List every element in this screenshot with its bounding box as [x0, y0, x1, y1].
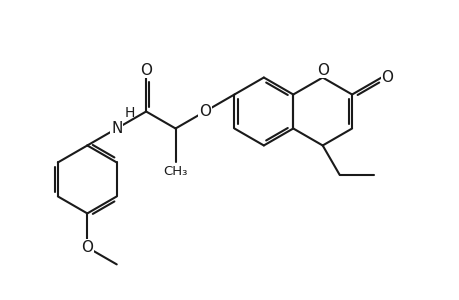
- Text: O: O: [81, 240, 93, 255]
- Text: N: N: [111, 121, 122, 136]
- Text: O: O: [316, 62, 328, 77]
- Text: H: H: [124, 106, 135, 120]
- Text: O: O: [199, 104, 211, 119]
- Text: CH₃: CH₃: [163, 165, 187, 178]
- Text: O: O: [140, 62, 152, 77]
- Text: O: O: [381, 70, 393, 85]
